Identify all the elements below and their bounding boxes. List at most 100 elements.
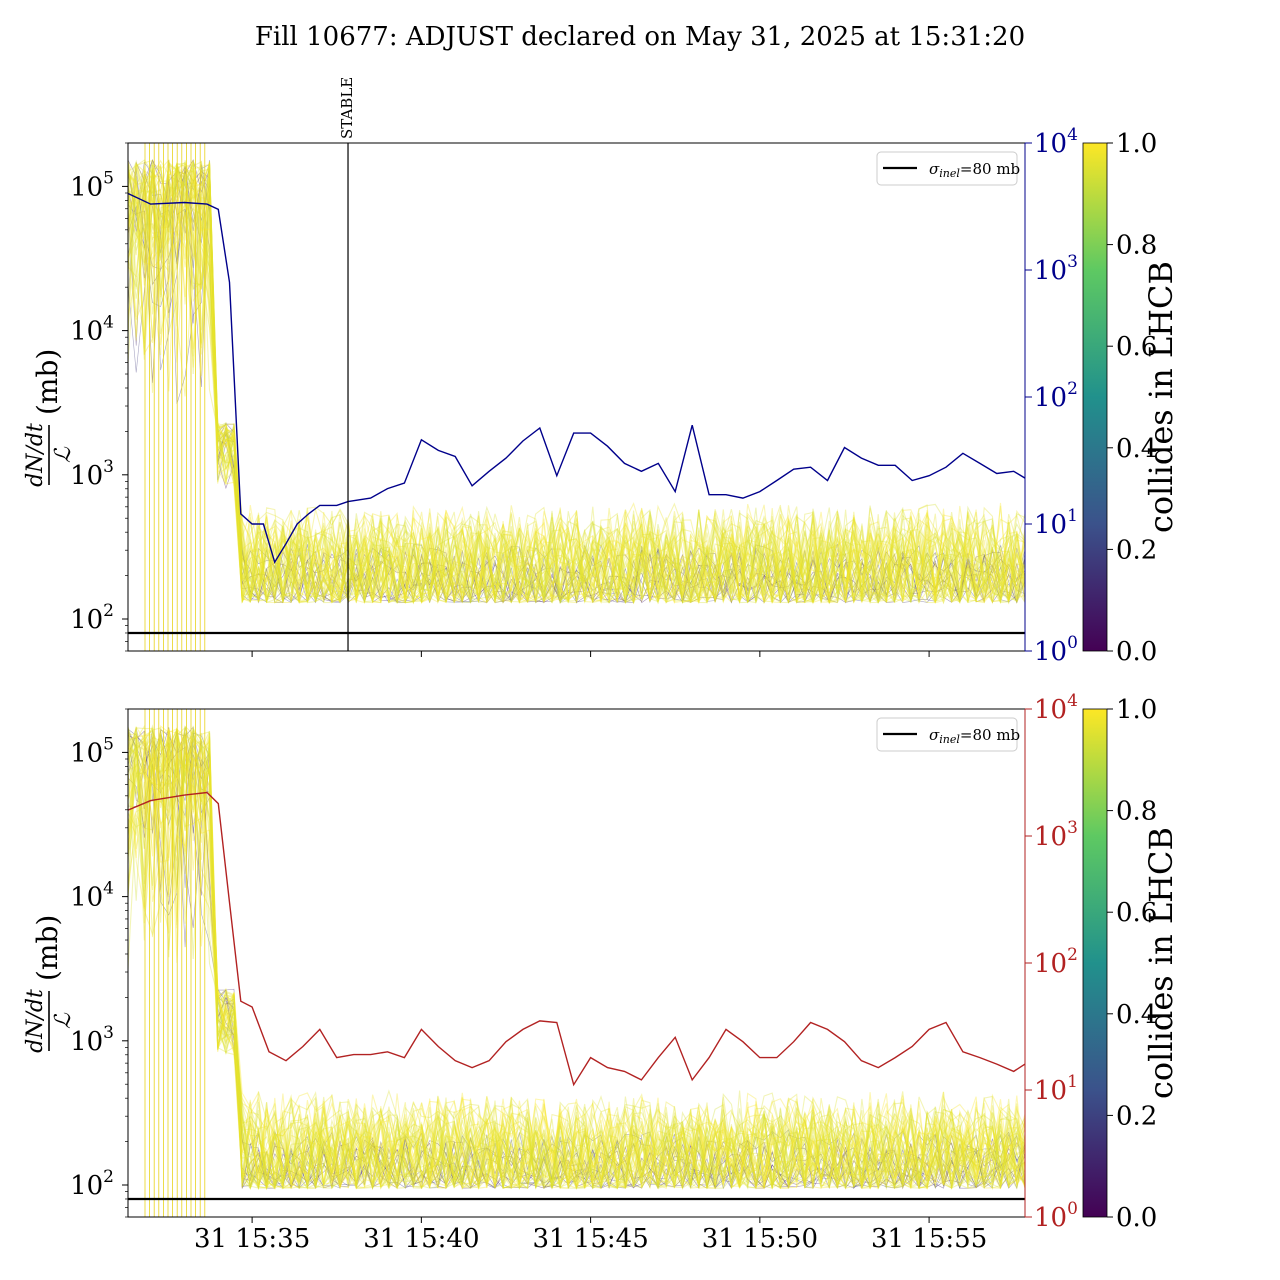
bunch-trace [128,162,1025,605]
bunch-trace [128,729,1025,1190]
bunch-trace [128,169,1025,605]
bunch-trace [128,727,1025,1190]
bunch-trace [128,170,1025,604]
bunch-trace [128,735,1025,1190]
bunch-trace [128,724,1025,1191]
bunch-trace [128,726,1025,1191]
bunch-trace [128,726,1025,1191]
bunch-trace [128,731,1025,1190]
bunch-trace [128,163,1025,605]
bunch-trace [128,728,1025,1190]
bunch-trace [128,727,1025,1190]
bunch-trace [128,731,1025,1190]
colorbar-gradient [1082,142,1108,652]
right-ytick-label: 101 [1034,1072,1078,1106]
xtick-label: 31 15:40 [363,1224,479,1254]
right-ytick-label: 102 [1034,945,1078,979]
bunch-trace [128,738,1025,1189]
bunch-trace [128,737,1025,1189]
colorbar: 0.0 0.2 0.4 0.6 0.8 1.0 collides in LHCB [1082,129,1180,667]
bunch-trace [128,726,1025,1190]
bunch-trace [128,162,1025,604]
stable-label: STABLE [338,77,356,139]
bunch-trace [128,160,1025,605]
bunch-trace [128,159,1025,605]
bunch-trace [128,727,1025,1190]
bunch-trace [128,731,1025,1189]
bunch-trace [128,727,1025,1190]
legend: σinel=80 mb [876,151,1020,186]
bunch-trace [128,167,1025,604]
plot-area [128,709,1025,1217]
bunch-trace [128,169,1025,604]
bunch-trace [128,737,1025,1189]
bunch-trace [128,166,1025,605]
bunch-trace [128,162,1025,604]
left-ytick-label: 105 [70,734,114,768]
colorbar-tick-label: 0.6 [1116,332,1157,362]
bunch-trace [128,163,1025,604]
colorbar-tick-label: 0.8 [1116,231,1157,261]
bunch-trace [128,730,1025,1191]
colorbar-label: collides in LHCB [1142,261,1180,533]
ylabel-denominator: ℒ [51,1012,76,1029]
colorbar-tick-label: 0.8 [1116,797,1157,827]
bunch-trace [128,724,1025,1190]
bunch-trace [128,748,1025,1190]
legend: σinel=80 mb [876,717,1020,752]
bunch-trace [128,162,1025,604]
bunch-trace [128,162,1025,605]
right-axis-series-line [128,791,1025,1087]
bunch-trace [128,161,1025,605]
bunch-trace [128,729,1025,1190]
colorbar-gradient [1082,708,1108,1218]
legend-box [876,151,1018,186]
bunch-trace [128,732,1025,1190]
bunch-trace [128,727,1025,1190]
colorbar-tick-label: 1.0 [1116,129,1157,159]
bunch-trace [128,729,1025,1191]
right-ytick-label: 100 [1034,1199,1078,1233]
bunch-trace [128,725,1025,1190]
ylabel-denominator: ℒ [51,446,76,463]
bunch-trace [128,159,1025,605]
bunch-trace [128,160,1025,605]
bunch-trace [128,730,1025,1191]
left-ylabel: dN/dt ℒ (mb) [23,915,76,1053]
bunch-trace [128,747,1025,1191]
bunch-trace [128,730,1025,1190]
left-ytick-label: 105 [70,168,114,202]
bunch-trace [128,164,1025,605]
bunch-trace [128,729,1025,1190]
bunch-trace [128,165,1025,605]
xtick-label: 31 15:35 [194,1224,310,1254]
bunch-trace [128,729,1025,1190]
top-panel: STABLE 102 103 104 105 100 101 102 103 104 dN/dt ℒ (… [23,77,1180,667]
bunch-trace [128,728,1025,1190]
xtick-label: 31 15:55 [871,1224,987,1254]
bunch-trace [128,728,1025,1191]
right-ytick-label: 103 [1034,252,1078,286]
right-ytick-label: 100 [1034,633,1078,667]
bunch-trace [128,164,1025,605]
colorbar-tick-label: 0.4 [1116,434,1157,464]
bunch-trace [128,168,1025,604]
bunch-trace [128,737,1025,1190]
bunch-trace [128,160,1025,605]
bunch-trace [128,731,1025,1191]
xtick-label: 31 15:45 [532,1224,648,1254]
bunch-trace [128,731,1025,1189]
bunch-trace [128,178,1025,604]
bunch-trace [128,725,1025,1190]
left-ytick-label: 104 [70,313,114,347]
xtick-label: 31 15:50 [702,1224,818,1254]
colorbar-tick-label: 0.0 [1116,637,1157,667]
bunch-trace [128,159,1025,604]
bunch-trace [128,162,1025,605]
bunch-trace [128,729,1025,1190]
colorbar-label: collides in LHCB [1142,827,1180,1099]
bunch-trace [128,728,1025,1191]
bunch-trace [128,160,1025,604]
bunch-trace [128,727,1025,1189]
